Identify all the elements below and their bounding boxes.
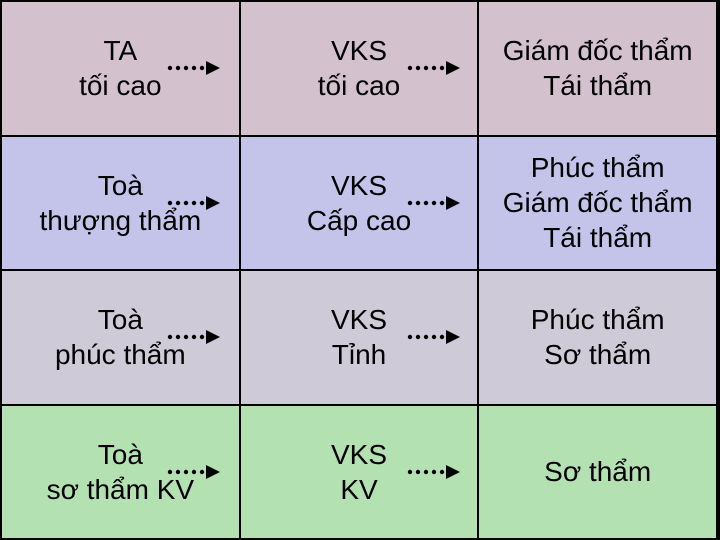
cell-line: Sơ thẩm [544, 337, 651, 372]
table-cell: Toàthượng thẩm [2, 137, 241, 270]
cell-line: thượng thẩm [40, 203, 202, 238]
cell-line: VKS [331, 33, 387, 68]
cell-line: Tái thẩm [543, 220, 652, 255]
table-cell: Sơ thẩm [479, 406, 718, 539]
cell-line: Sơ thẩm [544, 454, 651, 489]
cell-line: Toà [98, 437, 143, 472]
cell-line: VKS [331, 302, 387, 337]
cell-line: phúc thẩm [55, 337, 186, 372]
table-cell: VKSTỉnh [241, 271, 480, 404]
table-cell: Giám đốc thẩmTái thẩm [479, 2, 718, 135]
hierarchy-table: TAtối caoVKStối caoGiám đốc thẩmTái thẩm… [0, 0, 720, 540]
table-cell: VKStối cao [241, 2, 480, 135]
cell-line: Toà [98, 168, 143, 203]
cell-line: tối cao [318, 68, 401, 103]
cell-line: KV [340, 472, 377, 507]
cell-line: VKS [331, 168, 387, 203]
table-cell: VKSCấp cao [241, 137, 480, 270]
cell-line: Phúc thẩm [531, 150, 665, 185]
table-cell: TAtối cao [2, 2, 241, 135]
table-cell: Phúc thẩmSơ thẩm [479, 271, 718, 404]
table-row: TAtối caoVKStối caoGiám đốc thẩmTái thẩm [2, 2, 718, 137]
cell-line: Tái thẩm [543, 68, 652, 103]
cell-line: Tỉnh [332, 337, 386, 372]
cell-line: VKS [331, 437, 387, 472]
table-cell: Phúc thẩmGiám đốc thẩmTái thẩm [479, 137, 718, 270]
cell-line: Giám đốc thẩm [503, 185, 693, 220]
cell-line: Giám đốc thẩm [503, 33, 693, 68]
cell-line: Cấp cao [307, 203, 411, 238]
table-cell: VKSKV [241, 406, 480, 539]
table-row: Toàthượng thẩmVKSCấp caoPhúc thẩmGiám đố… [2, 137, 718, 272]
cell-line: Toà [98, 302, 143, 337]
table-row: Toàsơ thẩm KVVKSKVSơ thẩm [2, 406, 718, 539]
table-row: Toàphúc thẩmVKSTỉnhPhúc thẩmSơ thẩm [2, 271, 718, 406]
cell-line: Phúc thẩm [531, 302, 665, 337]
table-cell: Toàphúc thẩm [2, 271, 241, 404]
cell-line: TA [103, 33, 137, 68]
cell-line: sơ thẩm KV [47, 472, 195, 507]
cell-line: tối cao [79, 68, 162, 103]
table-cell: Toàsơ thẩm KV [2, 406, 241, 539]
